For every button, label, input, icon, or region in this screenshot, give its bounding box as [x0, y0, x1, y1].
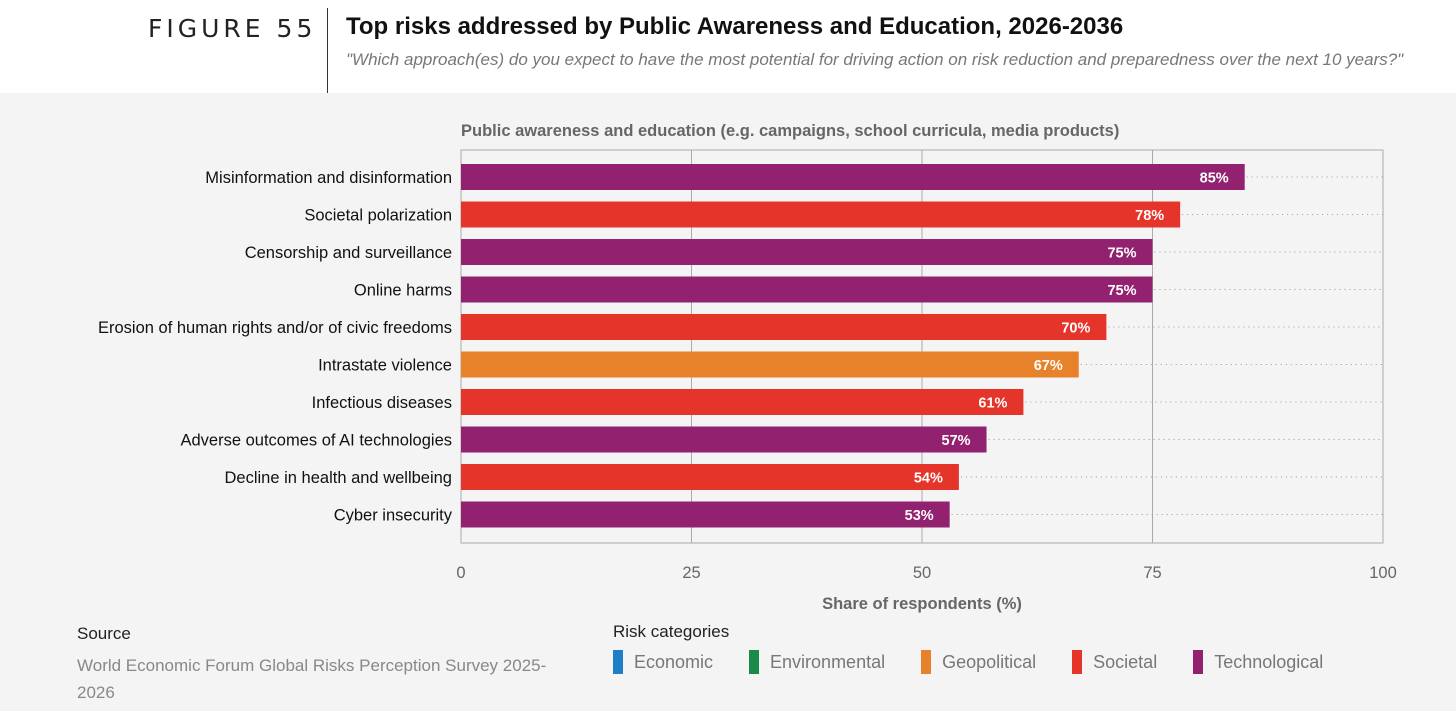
- data-label: 61%: [978, 396, 1007, 412]
- x-tick-label: 25: [682, 564, 700, 582]
- data-label: 75%: [1107, 246, 1136, 262]
- category-label: Intrastate violence: [318, 357, 452, 375]
- category-label: Cyber insecurity: [334, 507, 453, 525]
- figure-title: Top risks addressed by Public Awareness …: [346, 13, 1124, 40]
- category-label: Misinformation and disinformation: [205, 169, 452, 187]
- category-label: Erosion of human rights and/or of civic …: [98, 319, 452, 337]
- bar-chart: Public awareness and education (e.g. cam…: [98, 122, 1397, 613]
- category-label: Societal polarization: [304, 207, 452, 225]
- x-tick-label: 0: [456, 564, 465, 582]
- source-heading: Source: [77, 624, 131, 643]
- chart-title: Public awareness and education (e.g. cam…: [461, 122, 1119, 140]
- data-label: 67%: [1034, 358, 1063, 374]
- bar: [461, 164, 1245, 190]
- bar: [461, 464, 959, 490]
- x-tick-label: 50: [913, 564, 931, 582]
- legend-label: Environmental: [770, 651, 886, 672]
- legend-item-environmental: Environmental: [749, 650, 885, 674]
- figure-header: FIGURE 55 Top risks addressed by Public …: [0, 0, 1456, 93]
- x-tick-label: 75: [1143, 564, 1161, 582]
- bar: [461, 201, 1181, 228]
- legend-label: Societal: [1093, 651, 1158, 672]
- figure-label: FIGURE 55: [148, 14, 317, 43]
- bar: [461, 239, 1153, 265]
- risk-legend: Economic Environmental Geopolitical Societa…: [613, 650, 1359, 674]
- data-label: 85%: [1200, 171, 1229, 187]
- category-label: Censorship and surveillance: [245, 244, 452, 262]
- bar: [461, 501, 950, 528]
- bar: [461, 351, 1079, 378]
- bar: [461, 276, 1153, 303]
- legend-label: Technological: [1214, 651, 1324, 672]
- source-text: World Economic Forum Global Risks Percep…: [77, 656, 547, 702]
- data-label: 53%: [905, 508, 934, 524]
- category-label: Decline in health and wellbeing: [225, 469, 453, 487]
- legend-swatch: [749, 650, 760, 674]
- legend-heading: Risk categories: [613, 622, 730, 641]
- legend-swatch: [1193, 650, 1204, 674]
- legend-swatch: [921, 650, 932, 674]
- header-divider: [327, 8, 328, 93]
- legend-item-societal: Societal: [1072, 650, 1157, 674]
- bar: [461, 426, 987, 453]
- data-label: 70%: [1061, 321, 1090, 337]
- category-label: Adverse outcomes of AI technologies: [181, 432, 453, 450]
- category-label: Infectious diseases: [312, 394, 452, 412]
- data-label: 78%: [1135, 208, 1164, 224]
- bar: [461, 389, 1024, 415]
- legend-label: Geopolitical: [942, 651, 1037, 672]
- legend-swatch: [1072, 650, 1083, 674]
- legend-label: Economic: [634, 651, 714, 672]
- data-label: 57%: [942, 433, 971, 449]
- legend-item-economic: Economic: [613, 650, 713, 674]
- data-label: 54%: [914, 471, 943, 487]
- figure-subtitle: "Which approach(es) do you expect to hav…: [346, 50, 1404, 69]
- data-label: 75%: [1107, 283, 1136, 299]
- category-label: Online harms: [354, 282, 452, 300]
- legend-item-technological: Technological: [1193, 650, 1323, 674]
- x-tick-label: 100: [1369, 564, 1397, 582]
- legend-swatch: [613, 650, 623, 674]
- legend-item-geopolitical: Geopolitical: [921, 650, 1036, 674]
- x-axis-label: Share of respondents (%): [822, 595, 1022, 613]
- bar: [461, 314, 1107, 340]
